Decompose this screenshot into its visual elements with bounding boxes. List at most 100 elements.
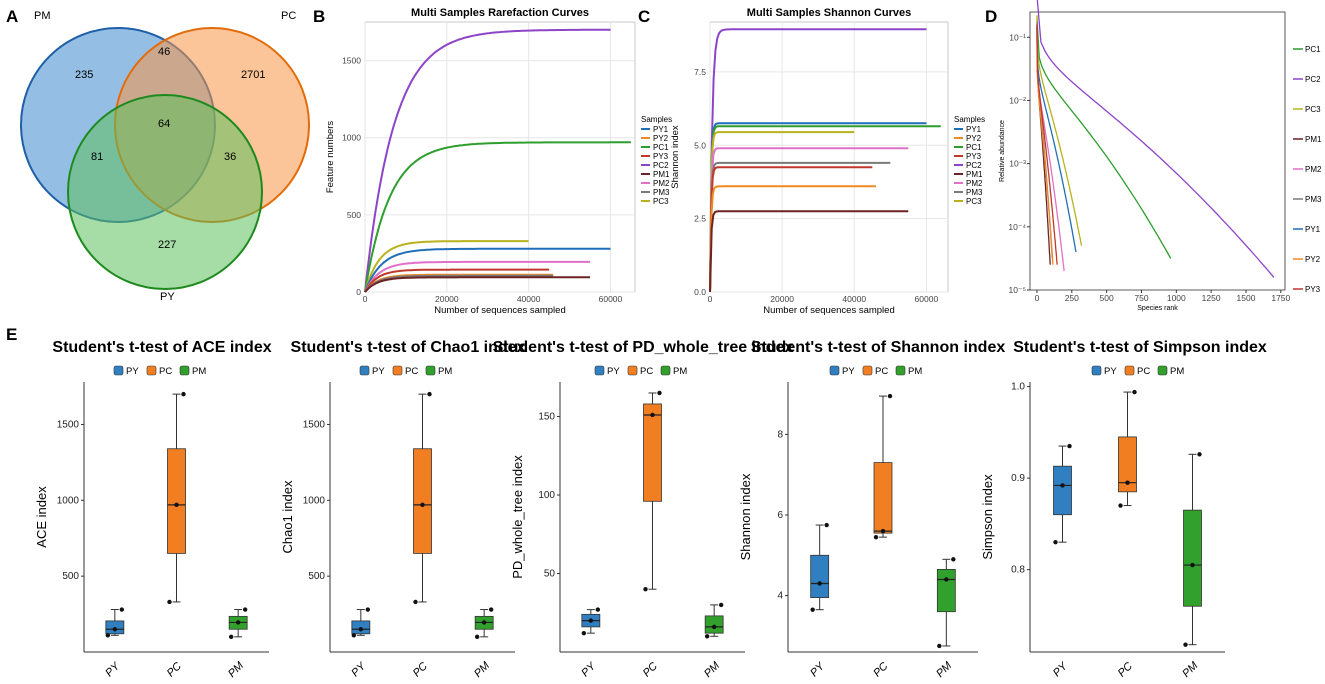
legend-label-pc2: PC2 — [1305, 75, 1321, 84]
box-pm — [1183, 509, 1202, 607]
legend-swatch-pc — [627, 365, 638, 376]
data-point-py — [817, 581, 822, 586]
x-tick-label: 0 — [708, 294, 713, 304]
x-tick-label: 40000 — [517, 294, 541, 304]
venn-value-pc-only: 2701 — [241, 69, 265, 81]
data-point-pm — [711, 624, 717, 630]
x-tick-label-pm: PM — [226, 659, 247, 680]
shannon-curve-chart: 0 20000 40000 60000 0.0 2.5 5.0 7.5 Multi Sample… — [670, 7, 985, 316]
y-tick-label: 10⁻² — [1009, 95, 1026, 105]
data-point-pc — [413, 599, 418, 605]
data-point-pc — [427, 391, 432, 397]
panel-label-d: D — [985, 7, 997, 26]
panel-label-e: E — [6, 325, 17, 344]
series-line-pc3 — [364, 240, 529, 293]
legend-label-pm1: PM1 — [966, 170, 983, 179]
legend-swatch-py — [113, 365, 124, 376]
data-point-pm — [718, 602, 724, 608]
x-tick-label: 1750 — [1271, 293, 1290, 303]
legend-label-py: PY — [1104, 366, 1117, 377]
data-point-pm — [474, 634, 480, 640]
y-tick-label: 500 — [62, 571, 79, 582]
legend-label-pm2: PM2 — [653, 179, 670, 188]
legend-label-py: PY — [607, 366, 620, 377]
legend-swatch-py — [1091, 365, 1102, 376]
series-line-pc1 — [1036, 18, 1172, 259]
box-py — [1053, 465, 1072, 516]
y-tick-label: 1500 — [342, 56, 361, 66]
series-line-pc2 — [709, 28, 927, 293]
legend-swatch-pm — [1157, 365, 1168, 376]
legend-label-pc: PC — [875, 366, 888, 377]
y-tick-label: 1000 — [57, 495, 80, 506]
series-line-pm3 — [709, 161, 891, 293]
y-tick-label: 8 — [777, 429, 783, 440]
legend-label-pm3: PM3 — [966, 188, 983, 197]
legend-label-pc1: PC1 — [966, 143, 982, 152]
box-pc — [167, 448, 186, 554]
venn-value-pm-only: 235 — [75, 69, 93, 81]
x-tick-label-py: PY — [103, 660, 122, 679]
chart-title: Student's t-test of PD_whole_tree index — [493, 339, 794, 356]
legend-label-pc3: PC3 — [1305, 105, 1321, 114]
y-tick-label: 1000 — [342, 133, 361, 143]
chart-title: Student's t-test of Shannon index — [751, 339, 1006, 356]
data-point-pc — [167, 599, 172, 605]
data-point-pc — [880, 528, 886, 534]
plot-area — [364, 21, 636, 293]
legend-label-py: PY — [842, 366, 855, 377]
series-line-pm2 — [364, 260, 590, 293]
venn-value-py-only: 227 — [158, 239, 176, 251]
x-tick-label-pc: PC — [1116, 660, 1135, 679]
series-line-pm1 — [364, 276, 590, 293]
y-tick-label: 10⁻⁴ — [1008, 222, 1026, 232]
x-tick-label: 250 — [1065, 293, 1079, 303]
legend-label-py1: PY1 — [1305, 225, 1321, 234]
legend-label-pm1: PM1 — [653, 170, 670, 179]
series-line-pc2 — [364, 28, 611, 293]
x-tick-label: 500 — [1100, 293, 1114, 303]
y-tick-label: 2.5 — [694, 214, 706, 224]
data-point-pc — [887, 393, 893, 399]
legend-label-pc: PC — [405, 366, 418, 377]
chart-title: Multi Samples Shannon Curves — [747, 7, 911, 19]
series-line-pm1 — [709, 210, 909, 293]
y-tick-label: 1500 — [303, 419, 326, 430]
data-point-pc — [657, 390, 662, 396]
legend-label-py: PY — [126, 366, 139, 377]
simpson-boxplot: Student's t-test of Simpson index PY PC PM 0… — [980, 339, 1267, 680]
y-tick-label: 10⁻¹ — [1009, 32, 1026, 42]
venn-value-pm-pc: 46 — [158, 46, 170, 58]
box-pc — [1118, 436, 1137, 493]
legend-label-pm2: PM2 — [1305, 165, 1322, 174]
y-axis-label: Relative abundance — [999, 120, 1006, 182]
box-py — [810, 554, 830, 598]
series-line-py2 — [709, 185, 876, 293]
x-tick-label-py: PY — [808, 660, 827, 679]
venn-diagram: PM PC PY 235 2701 46 64 81 36 227 — [20, 10, 310, 303]
legend-label-pc: PC — [640, 366, 653, 377]
legend-label-py2: PY2 — [653, 134, 669, 143]
panel-label-c: C — [638, 7, 650, 26]
legend-label-pc: PC — [159, 366, 172, 377]
x-axis-label: Species rank — [1137, 305, 1178, 312]
data-point-py — [810, 607, 815, 612]
x-axis-label: Number of sequences sampled — [763, 305, 895, 316]
data-point-pc — [1132, 389, 1137, 395]
box-pc — [873, 462, 893, 534]
panel-label-b: B — [313, 7, 325, 26]
shannon-boxplot: Student's t-test of Shannon index PY PC PM 4… — [738, 339, 1005, 680]
series-line-pm2 — [709, 147, 909, 293]
legend-label-pc3: PC3 — [653, 197, 669, 206]
x-tick-label: 1000 — [1167, 293, 1186, 303]
data-point-pc — [650, 412, 655, 418]
data-point-py — [1067, 443, 1072, 449]
y-tick-label: 0.0 — [694, 287, 706, 297]
venn-value-pc-py: 36 — [224, 151, 236, 163]
y-tick-label: 150 — [538, 412, 555, 423]
legend-label-pm: PM — [1170, 366, 1184, 377]
box-pm — [936, 568, 956, 613]
series-line-pc2 — [1036, 0, 1275, 278]
box-pm — [704, 615, 724, 634]
legend-swatch-pm — [425, 365, 436, 376]
